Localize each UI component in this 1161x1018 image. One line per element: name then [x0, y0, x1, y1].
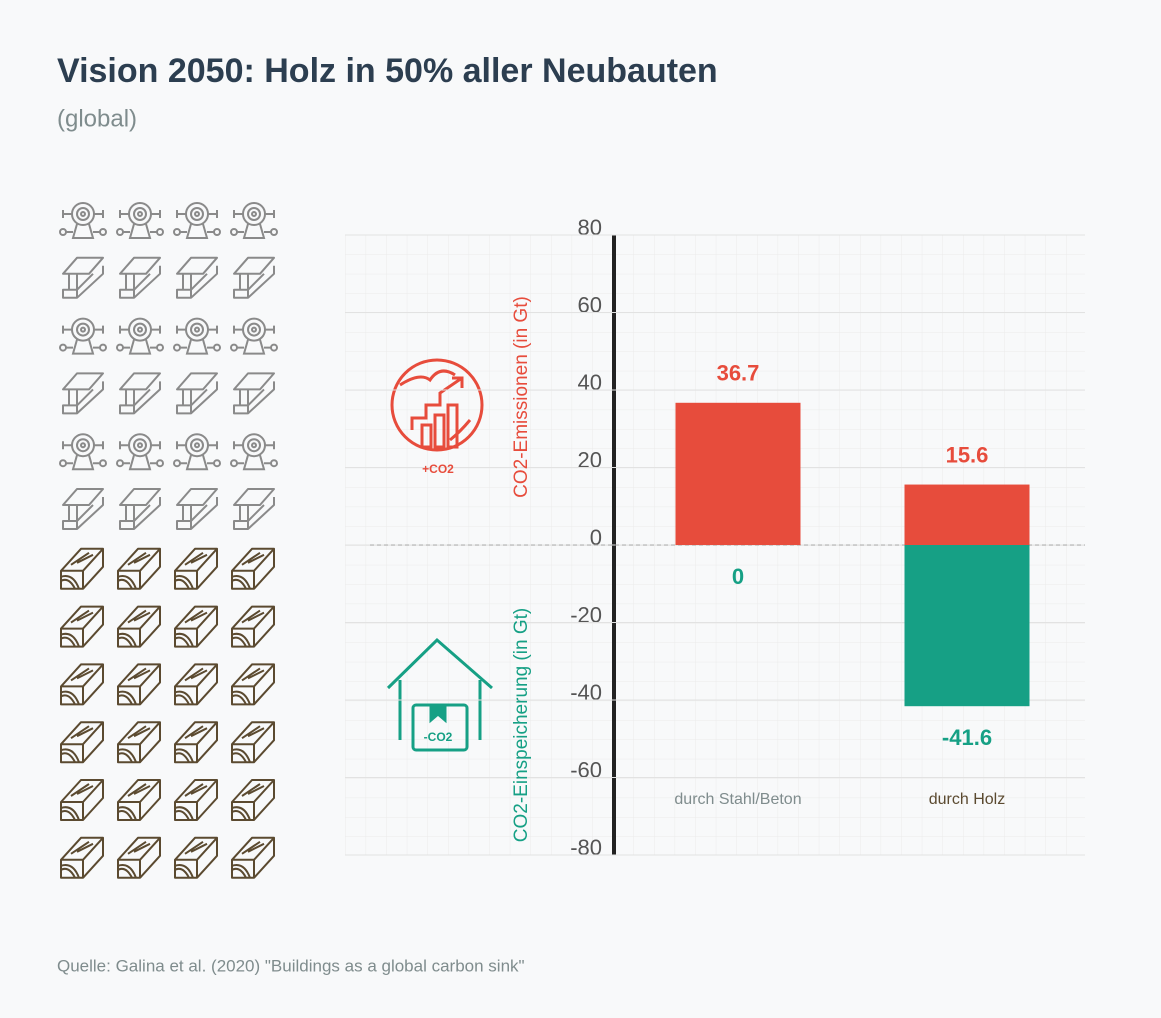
y-tick-label: 20 — [578, 447, 602, 472]
pictogram-icon — [119, 256, 161, 299]
pictogram-icon — [233, 372, 275, 415]
pictogram-icon — [173, 317, 221, 355]
pictogram-icon — [231, 721, 275, 764]
pictogram-icon — [60, 779, 104, 821]
pictogram-icon — [117, 721, 161, 764]
storage-icon — [386, 637, 493, 752]
pictogram-icon — [176, 488, 218, 530]
pictogram-icon — [231, 547, 275, 590]
chart-title: Vision 2050: Holz in 50% aller Neubauten — [57, 52, 718, 90]
emission-icon — [390, 358, 484, 452]
y-tick-label: -60 — [570, 757, 602, 782]
pictogram-icon — [62, 256, 104, 299]
y-tick-label: -40 — [570, 680, 602, 705]
pictogram-icon — [59, 202, 107, 239]
pictogram-icon — [231, 663, 275, 706]
y-tick-label: -20 — [570, 602, 602, 627]
pictogram-icon — [231, 779, 275, 821]
bar — [675, 402, 801, 545]
pictogram-icon — [230, 433, 278, 471]
x-tick-label: durch Holz — [929, 791, 1005, 808]
pictogram-icon — [174, 721, 218, 764]
pictogram-icon — [60, 721, 104, 764]
pictogram-icon — [173, 202, 221, 239]
y-tick-label: 80 — [578, 215, 602, 240]
pictogram-icon — [230, 317, 278, 355]
value-label: 15.6 — [946, 442, 989, 467]
pictogram-icon — [174, 605, 218, 648]
value-label: 36.7 — [717, 361, 760, 386]
pictogram-grid — [59, 202, 278, 879]
pictogram-icon — [59, 317, 107, 355]
pictogram-icon — [117, 547, 161, 590]
y-tick-label: -80 — [570, 835, 602, 860]
source-note: Quelle: Galina et al. (2020) "Buildings … — [57, 956, 525, 975]
bar — [904, 545, 1030, 707]
pictogram-icon — [119, 372, 161, 415]
pictogram-icon — [62, 488, 104, 530]
pictogram-icon — [60, 605, 104, 648]
pictogram-icon — [116, 317, 164, 355]
pictogram-icon — [62, 372, 104, 415]
pictogram-icon — [119, 488, 161, 530]
x-tick-label: durch Stahl/Beton — [674, 791, 801, 808]
y-tick-label: 0 — [590, 525, 602, 550]
pictogram-icon — [176, 256, 218, 299]
chart-subtitle: (global) — [57, 105, 137, 132]
pictogram-icon — [60, 836, 104, 879]
pictogram-icon — [116, 433, 164, 471]
pictogram-icon — [117, 836, 161, 879]
y-tick-label: 60 — [578, 292, 602, 317]
pictogram-icon — [230, 202, 278, 239]
pictogram-icon — [59, 433, 107, 471]
icon-label: +CO2 — [422, 462, 454, 476]
pictogram-icon — [174, 663, 218, 706]
value-label: -41.6 — [942, 725, 992, 750]
pictogram-icon — [117, 605, 161, 648]
pictogram-icon — [233, 488, 275, 530]
icon-label: -CO2 — [424, 730, 453, 744]
pictogram-icon — [231, 605, 275, 648]
y-tick-label: 40 — [578, 370, 602, 395]
value-label: 0 — [732, 564, 744, 589]
pictogram-icon — [176, 372, 218, 415]
bar — [904, 484, 1030, 545]
y-axis-label: CO2-Emissionen (in Gt) — [511, 296, 532, 498]
pictogram-icon — [116, 202, 164, 239]
pictogram-icon — [173, 433, 221, 471]
pictogram-icon — [117, 663, 161, 706]
pictogram-icon — [174, 547, 218, 590]
pictogram-icon — [174, 779, 218, 821]
pictogram-icon — [117, 779, 161, 821]
y-axis-label: CO2-Einspeicherung (in Gt) — [511, 608, 532, 842]
pictogram-icon — [174, 836, 218, 879]
pictogram-icon — [60, 663, 104, 706]
pictogram-icon — [231, 836, 275, 879]
pictogram-icon — [60, 547, 104, 590]
pictogram-icon — [233, 256, 275, 299]
